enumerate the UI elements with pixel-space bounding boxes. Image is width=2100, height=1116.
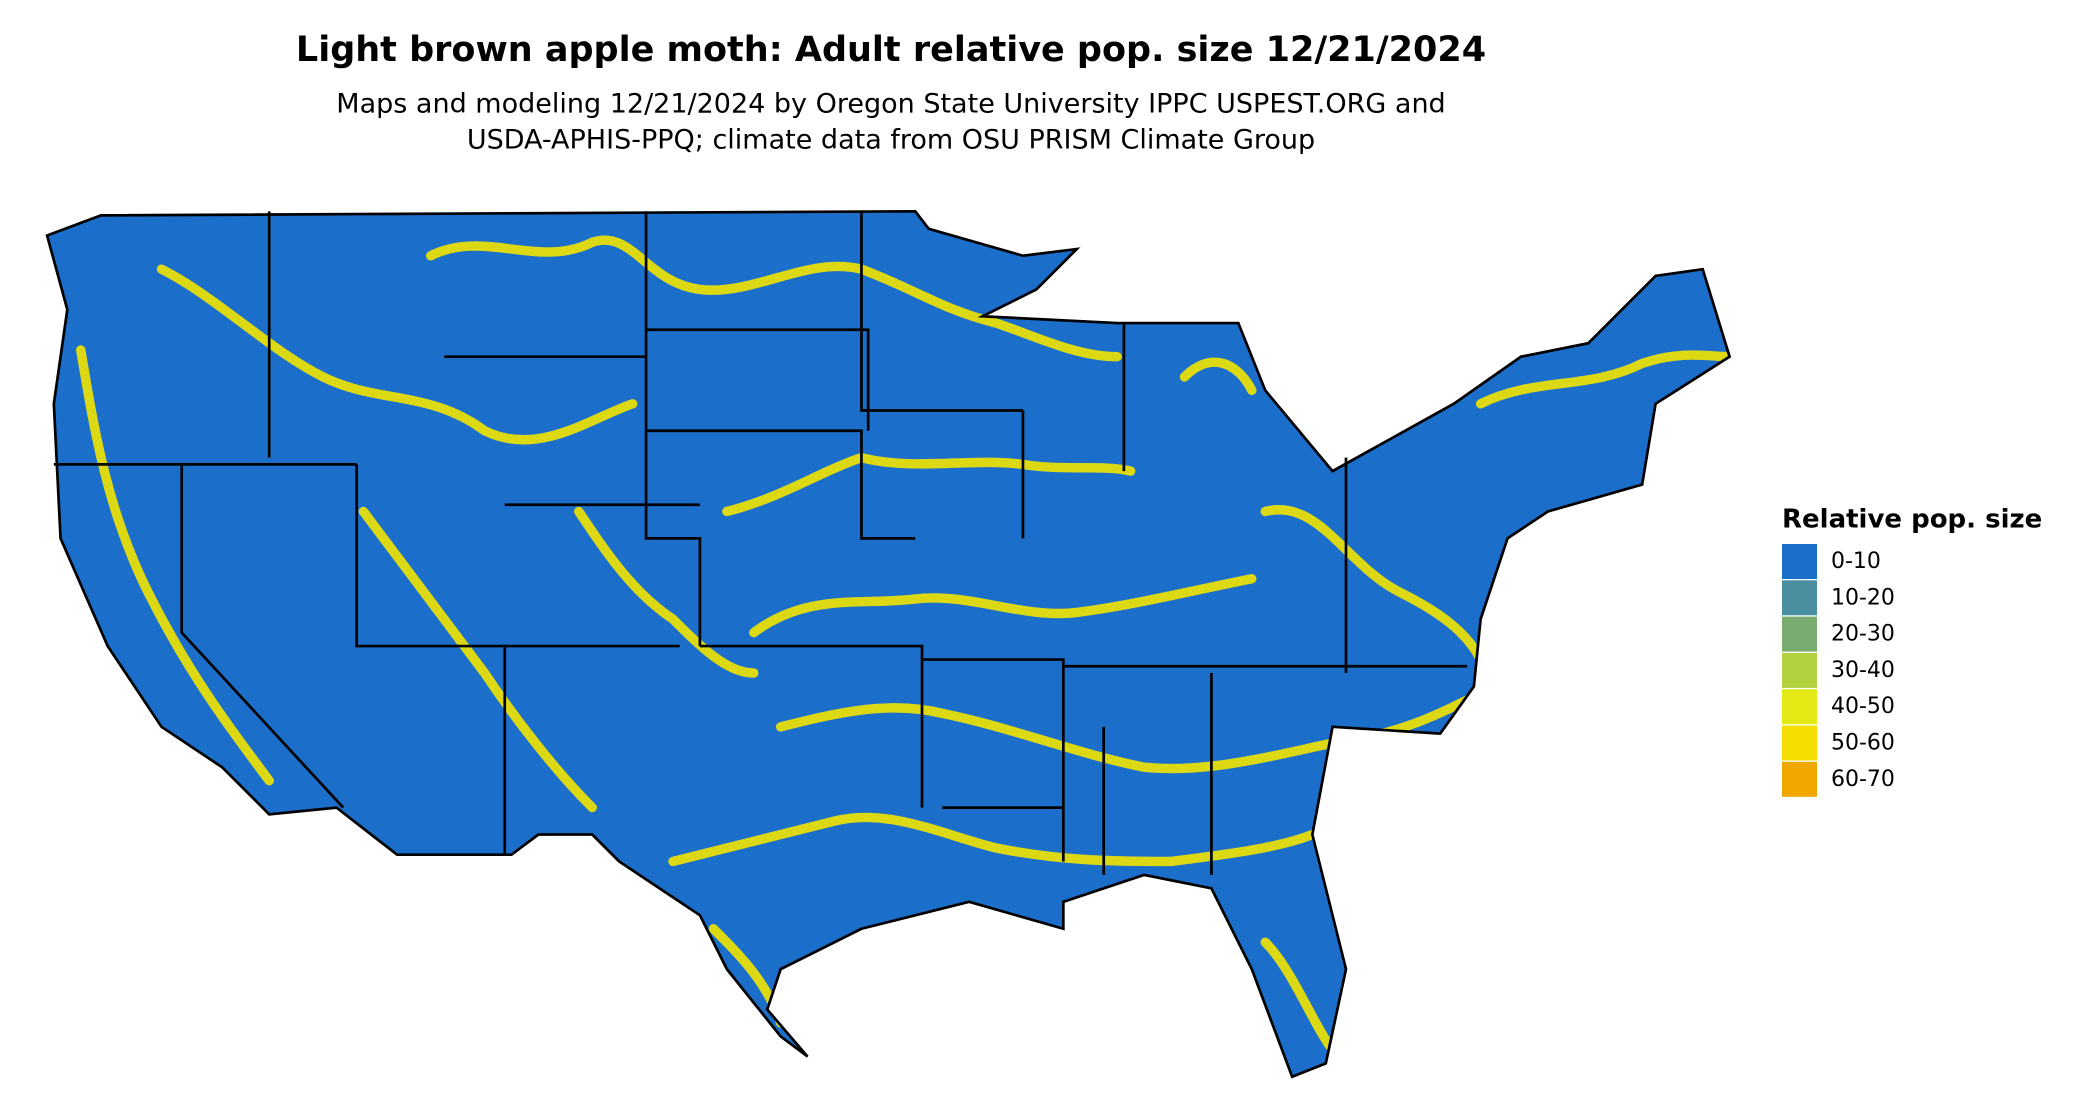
map-bands	[76, 235, 1730, 1055]
legend: Relative pop. size 0-10 10-20 20-30 30-40 40…	[1782, 505, 2042, 797]
title: Light brown apple moth: Adult relative p…	[296, 30, 1486, 70]
legend-swatch	[1782, 761, 1817, 797]
subtitle: USDA-APHIS-PPQ; climate data from OSU PR…	[467, 125, 1315, 156]
subtitle: Maps and modeling 12/21/2024 by Oregon S…	[336, 89, 1445, 120]
legend-label: 50-60	[1831, 731, 1895, 756]
legend-swatch	[1782, 652, 1817, 688]
map-land	[47, 211, 1730, 1077]
legend-title: Relative pop. size	[1782, 505, 2042, 535]
state-borders	[45, 209, 1732, 1079]
legend-label: 0-10	[1831, 549, 1881, 574]
legend-label: 60-70	[1831, 767, 1895, 792]
legend-label: 30-40	[1831, 658, 1895, 683]
legend-swatch	[1782, 580, 1817, 616]
legend-label: 40-50	[1831, 694, 1895, 719]
legend-swatch	[1782, 689, 1817, 725]
legend-swatch	[1782, 725, 1817, 761]
legend-label: 20-30	[1831, 622, 1895, 647]
legend-swatch	[1782, 544, 1817, 579]
legend-swatch	[1782, 616, 1817, 652]
map	[45, 209, 1732, 1079]
legend-label: 10-20	[1831, 585, 1895, 610]
